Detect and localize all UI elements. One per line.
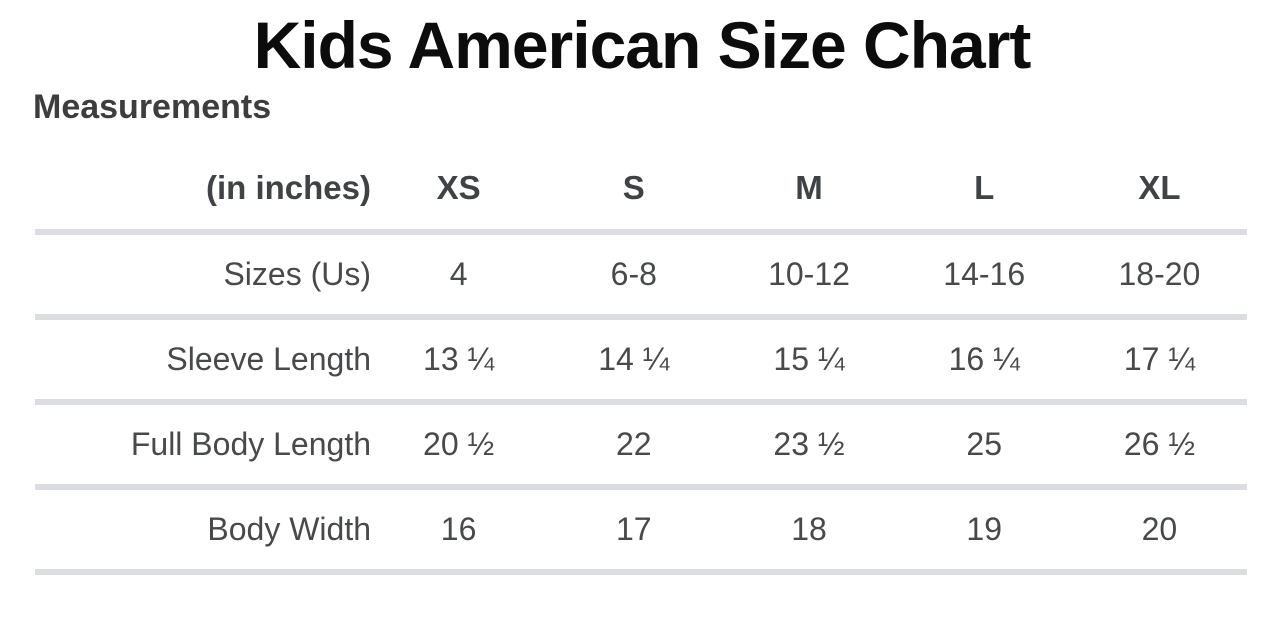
column-header-m: M — [795, 168, 823, 206]
table-header-row: (in inches) XS S M L XL — [35, 147, 1247, 229]
cell: 18-20 — [1118, 255, 1201, 292]
table-divider — [35, 568, 1247, 575]
cell: 4 — [449, 255, 468, 292]
cell: 20 ½ — [423, 425, 495, 462]
cell: 20 — [1141, 510, 1178, 547]
cell: 10-12 — [768, 255, 850, 292]
table-divider — [35, 313, 1247, 320]
cell: 23 ½ — [773, 425, 845, 462]
cell: 15 ¼ — [773, 340, 845, 377]
row-label: Body Width — [207, 510, 371, 547]
column-header-s: S — [622, 168, 645, 206]
table-row-full-body-length: Full Body Length 20 ½ 22 23 ½ 25 26 ½ — [35, 405, 1247, 484]
cell: 19 — [966, 510, 1002, 547]
row-label: Sleeve Length — [166, 340, 371, 377]
row-label: Sizes (Us) — [223, 255, 371, 292]
table-row-body-width: Body Width 16 17 18 19 20 — [35, 490, 1247, 569]
section-heading: Measurements — [33, 87, 272, 126]
table-divider — [35, 483, 1247, 490]
column-header-xl: XL — [1138, 168, 1181, 206]
cell: 25 — [966, 425, 1002, 462]
cell: 22 — [616, 425, 652, 462]
table-row-sizes: Sizes (Us) 4 6-8 10-12 14-16 18-20 — [35, 235, 1247, 314]
cell: 16 — [440, 510, 477, 547]
cell: 13 ¼ — [423, 340, 495, 377]
cell: 14 ¼ — [598, 340, 670, 377]
table-divider — [35, 398, 1247, 405]
cell: 17 — [616, 510, 652, 547]
cell: 16 ¼ — [948, 340, 1020, 377]
cell: 14-16 — [943, 255, 1026, 292]
table-row-sleeve-length: Sleeve Length 13 ¼ 14 ¼ 15 ¼ 16 ¼ 17 ¼ — [35, 320, 1247, 399]
row-label: Full Body Length — [130, 425, 371, 462]
cell: 6-8 — [610, 255, 657, 292]
cell: 17 ¼ — [1123, 340, 1195, 377]
page-title: Kids American Size Chart — [253, 8, 1032, 82]
size-table: (in inches) XS S M L XL Sizes (Us) 4 6-8… — [35, 147, 1247, 575]
column-header-unit: (in inches) — [205, 168, 371, 206]
table-divider — [35, 228, 1247, 235]
cell: 26 ½ — [1123, 425, 1195, 462]
column-header-l: L — [974, 168, 995, 206]
cell: 18 — [791, 510, 827, 547]
column-header-xs: XS — [436, 168, 481, 206]
